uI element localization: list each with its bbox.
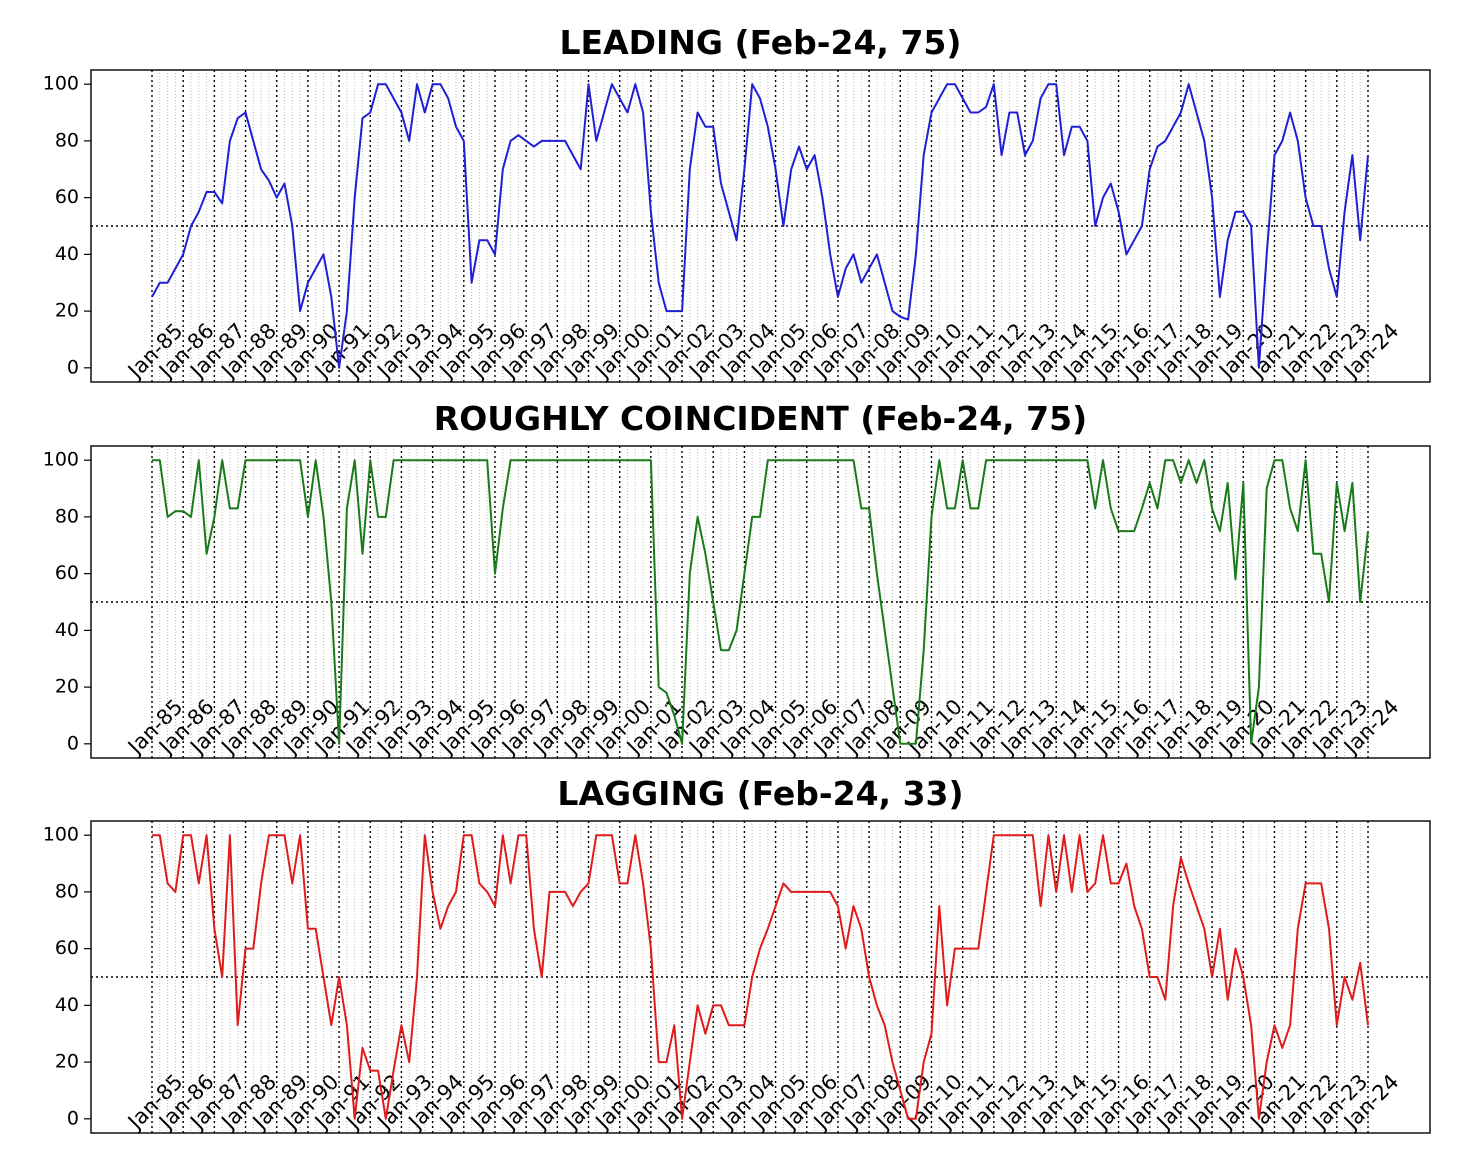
y-tick-label: 0: [67, 1107, 79, 1129]
y-tick-label: 60: [55, 186, 79, 208]
y-tick-label: 20: [55, 676, 79, 698]
plot-frame: [90, 69, 1431, 383]
y-tick-label: 40: [55, 619, 79, 641]
y-tick-label: 40: [55, 994, 79, 1016]
y-tick-label: 60: [55, 562, 79, 584]
data-line: [152, 459, 1369, 745]
plot-frame: [90, 445, 1431, 759]
y-tick-label: 80: [55, 505, 79, 527]
panel-title: LAGGING (Feb-24, 33): [557, 774, 963, 813]
y-tick-label: 20: [55, 300, 79, 322]
panel: ROUGHLY COINCIDENT (Feb-24, 75)Jan-85Jan…: [43, 399, 1431, 760]
panel: LAGGING (Feb-24, 33)Jan-85Jan-86Jan-87Ja…: [43, 774, 1431, 1135]
y-tick-label: 80: [55, 129, 79, 151]
y-tick-label: 20: [55, 1051, 79, 1073]
y-tick-label: 40: [55, 243, 79, 265]
panel: LEADING (Feb-24, 75)Jan-85Jan-86Jan-87Ja…: [43, 23, 1431, 384]
y-tick-label: 100: [43, 824, 79, 846]
plot-frame: [90, 820, 1431, 1134]
y-tick-label: 100: [43, 449, 79, 471]
y-tick-label: 100: [43, 73, 79, 95]
y-tick-label: 80: [55, 880, 79, 902]
y-tick-label: 0: [67, 356, 79, 378]
y-tick-label: 0: [67, 732, 79, 754]
data-line: [152, 834, 1369, 1120]
panel-title: LEADING (Feb-24, 75): [560, 23, 962, 62]
y-tick-label: 60: [55, 937, 79, 959]
data-line: [151, 83, 1369, 369]
panel-title: ROUGHLY COINCIDENT (Feb-24, 75): [434, 399, 1087, 438]
